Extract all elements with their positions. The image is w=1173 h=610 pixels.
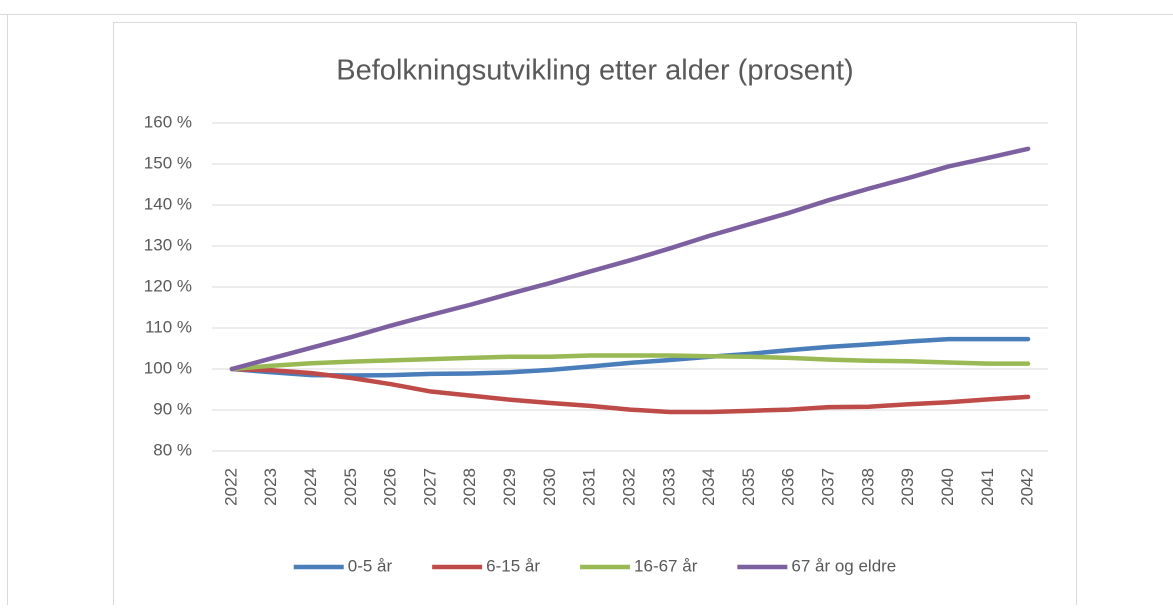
x-tick-label: 2034 bbox=[699, 468, 718, 506]
y-tick-label: 80 % bbox=[153, 440, 192, 459]
chart-title: Befolkningsutvikling etter alder (prosen… bbox=[336, 55, 853, 87]
x-tick-label: 2026 bbox=[381, 468, 400, 506]
x-tick-label: 2033 bbox=[659, 468, 678, 506]
legend-label: 67 år og eldre bbox=[791, 556, 896, 575]
x-tick-label: 2040 bbox=[938, 468, 957, 506]
y-tick-label: 150 % bbox=[144, 153, 192, 172]
y-tick-label: 160 % bbox=[144, 112, 192, 131]
line-series bbox=[229, 146, 1031, 372]
y-tick-label: 110 % bbox=[145, 317, 192, 336]
y-tick-label: 100 % bbox=[144, 358, 192, 377]
legend-label: 6-15 år bbox=[486, 556, 540, 575]
y-tick-label: 140 % bbox=[144, 194, 192, 213]
y-tick-label: 130 % bbox=[144, 235, 192, 254]
line-series bbox=[229, 353, 1031, 372]
x-tick-label: 2039 bbox=[898, 468, 917, 506]
x-tick-label: 2041 bbox=[978, 468, 997, 506]
chart-area bbox=[113, 22, 1077, 610]
x-tick-label: 2037 bbox=[819, 468, 838, 506]
x-tick-label: 2030 bbox=[540, 468, 559, 506]
x-tick-label: 2038 bbox=[858, 468, 877, 506]
x-tick-label: 2032 bbox=[619, 468, 638, 506]
x-tick-label: 2027 bbox=[420, 468, 439, 506]
y-tick-label: 120 % bbox=[144, 276, 192, 295]
x-tick-label: 2025 bbox=[341, 468, 360, 506]
line-series bbox=[229, 336, 1031, 378]
line-series bbox=[229, 366, 1031, 415]
x-tick-label: 2022 bbox=[221, 468, 240, 506]
x-tick-label: 2031 bbox=[580, 468, 599, 506]
x-tick-label: 2024 bbox=[301, 468, 320, 506]
y-tick-label: 90 % bbox=[153, 399, 192, 418]
legend-label: 0-5 år bbox=[348, 556, 393, 575]
legend-label: 16-67 år bbox=[634, 556, 698, 575]
x-tick-label: 2035 bbox=[739, 468, 758, 506]
x-tick-label: 2042 bbox=[1018, 468, 1037, 506]
x-tick-label: 2028 bbox=[460, 468, 479, 506]
x-tick-label: 2036 bbox=[779, 468, 798, 506]
x-tick-label: 2023 bbox=[261, 468, 280, 506]
x-tick-label: 2029 bbox=[500, 468, 519, 506]
